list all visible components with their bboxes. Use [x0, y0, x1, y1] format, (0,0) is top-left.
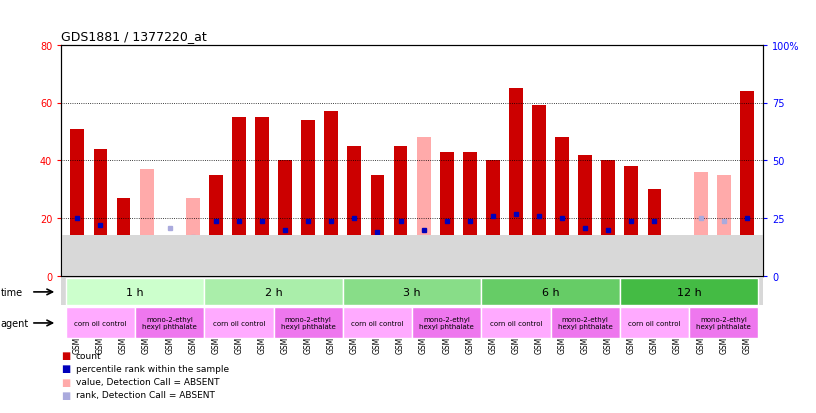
Bar [135, 308, 204, 339]
Text: corn oil control: corn oil control [213, 320, 265, 326]
Bar [671, 242, 685, 277]
Bar [278, 161, 292, 277]
Text: corn oil control: corn oil control [351, 320, 404, 326]
Bar [463, 152, 477, 277]
Bar [140, 170, 153, 277]
Bar [648, 190, 662, 277]
Bar [94, 150, 108, 277]
Text: percentile rank within the sample: percentile rank within the sample [76, 364, 229, 373]
Text: corn oil control: corn oil control [628, 320, 681, 326]
Bar [689, 308, 758, 339]
Text: corn oil control: corn oil control [490, 320, 542, 326]
Text: 1 h: 1 h [126, 287, 144, 297]
Bar [555, 138, 569, 277]
Bar [551, 308, 620, 339]
Text: ■: ■ [61, 350, 70, 360]
Bar [412, 308, 481, 339]
Text: 6 h: 6 h [542, 287, 560, 297]
Bar [740, 92, 754, 277]
Bar [716, 176, 730, 277]
Text: 12 h: 12 h [676, 287, 702, 297]
Bar [204, 308, 273, 339]
Bar [417, 176, 431, 277]
Bar [343, 308, 412, 339]
Text: mono-2-ethyl
hexyl phthalate: mono-2-ethyl hexyl phthalate [142, 317, 197, 330]
Text: mono-2-ethyl
hexyl phthalate: mono-2-ethyl hexyl phthalate [281, 317, 335, 330]
Bar [440, 152, 454, 277]
Bar [343, 279, 481, 306]
Bar [232, 118, 246, 277]
Text: value, Detection Call = ABSENT: value, Detection Call = ABSENT [76, 377, 220, 386]
Text: time: time [1, 287, 23, 297]
Bar [273, 308, 343, 339]
Bar [481, 308, 551, 339]
Text: ■: ■ [61, 377, 70, 387]
Text: ■: ■ [61, 390, 70, 400]
Bar [393, 147, 407, 277]
Bar [117, 199, 131, 277]
Bar [186, 199, 200, 277]
Bar [509, 89, 523, 277]
Text: agent: agent [1, 318, 29, 328]
Bar [66, 279, 204, 306]
Text: mono-2-ethyl
hexyl phthalate: mono-2-ethyl hexyl phthalate [558, 317, 613, 330]
Bar [417, 138, 431, 277]
Text: 3 h: 3 h [403, 287, 421, 297]
Bar [481, 279, 620, 306]
Bar [348, 147, 361, 277]
Bar [694, 173, 707, 277]
Bar [255, 118, 269, 277]
Text: mono-2-ethyl
hexyl phthalate: mono-2-ethyl hexyl phthalate [696, 317, 751, 330]
Text: mono-2-ethyl
hexyl phthalate: mono-2-ethyl hexyl phthalate [419, 317, 474, 330]
Bar [620, 308, 689, 339]
Bar [486, 161, 499, 277]
Bar [301, 121, 315, 277]
Bar [66, 308, 135, 339]
Text: 2 h: 2 h [264, 287, 282, 297]
Bar [324, 112, 338, 277]
Bar [579, 155, 592, 277]
Bar [620, 279, 758, 306]
Bar [370, 176, 384, 277]
Bar [70, 129, 84, 277]
Bar [209, 176, 223, 277]
Text: ■: ■ [61, 363, 70, 373]
Text: GDS1881 / 1377220_at: GDS1881 / 1377220_at [61, 31, 207, 43]
Text: corn oil control: corn oil control [74, 320, 126, 326]
Text: rank, Detection Call = ABSENT: rank, Detection Call = ABSENT [76, 390, 215, 399]
Bar [601, 161, 615, 277]
Bar [532, 106, 546, 277]
Bar [624, 167, 638, 277]
Text: count: count [76, 351, 101, 360]
Bar [204, 279, 343, 306]
